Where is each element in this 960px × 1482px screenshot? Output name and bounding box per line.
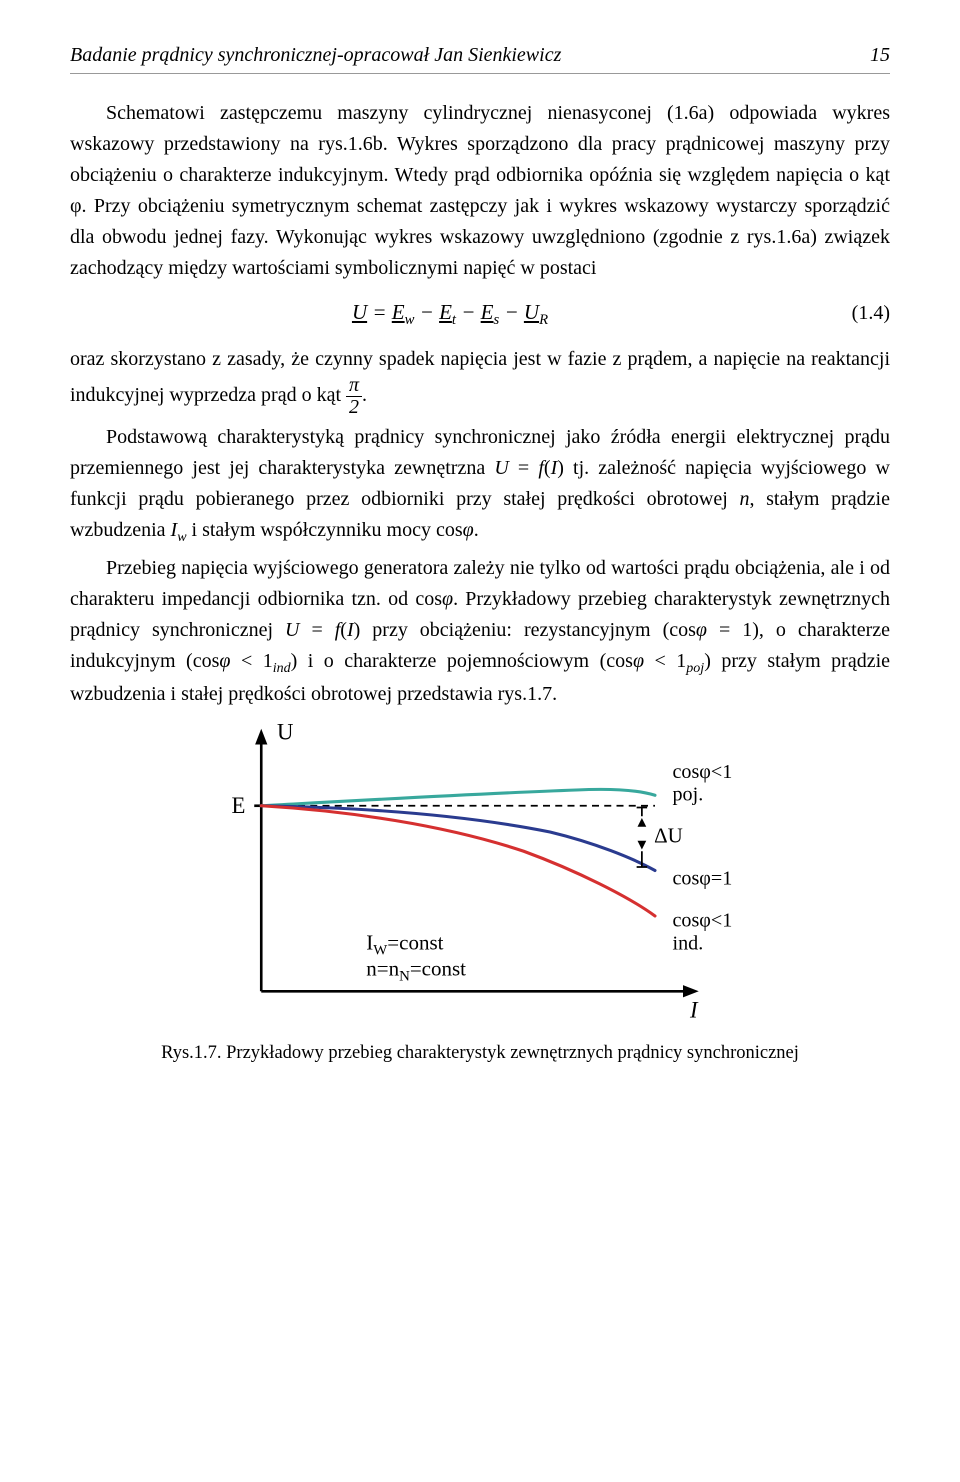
equation-body: U = Ew − Et − Es − UR — [70, 296, 830, 332]
figure-1-7: UIEΔUcosφ<1poj.cosφ=1cosφ<1ind.IW=constn… — [70, 720, 890, 1035]
fraction-numerator: π — [346, 375, 362, 397]
header-page: 15 — [870, 40, 890, 71]
svg-text:poj.: poj. — [673, 784, 704, 806]
equation-1-4: U = Ew − Et − Es − UR (1.4) — [70, 296, 890, 332]
paragraph-2: oraz skorzystano z zasady, że czynny spa… — [70, 344, 890, 418]
paragraph-4: Przebieg napięcia wyjściowego generatora… — [70, 553, 890, 711]
svg-text:cosφ<1: cosφ<1 — [673, 910, 733, 932]
paragraph-3: Podstawową charakterystyką prądnicy sync… — [70, 422, 890, 549]
header-title: Badanie prądnicy synchronicznej-opracowa… — [70, 40, 561, 71]
fraction-denominator: 2 — [346, 397, 362, 418]
equation-number: (1.4) — [830, 298, 890, 329]
paragraph-2b: . — [362, 384, 367, 406]
page-header: Badanie prądnicy synchronicznej-opracowa… — [70, 40, 890, 74]
svg-text:n=nN=const: n=nN=const — [366, 957, 466, 985]
figure-caption: Rys.1.7. Przykładowy przebieg charaktery… — [70, 1039, 890, 1068]
svg-text:U: U — [277, 720, 293, 744]
svg-text:E: E — [232, 793, 246, 818]
svg-text:ΔU: ΔU — [654, 824, 683, 848]
svg-text:I: I — [689, 998, 699, 1023]
svg-text:ind.: ind. — [673, 933, 704, 955]
fraction-pi-2: π 2 — [346, 375, 362, 418]
paragraph-2a: oraz skorzystano z zasady, że czynny spa… — [70, 348, 890, 406]
svg-text:cosφ=1: cosφ=1 — [673, 868, 733, 890]
paragraph-1: Schematowi zastępczemu maszyny cylindryc… — [70, 98, 890, 284]
svg-text:IW=const: IW=const — [366, 931, 443, 959]
chart-svg: UIEΔUcosφ<1poj.cosφ=1cosφ<1ind.IW=constn… — [200, 720, 760, 1035]
svg-text:cosφ<1: cosφ<1 — [673, 761, 733, 783]
